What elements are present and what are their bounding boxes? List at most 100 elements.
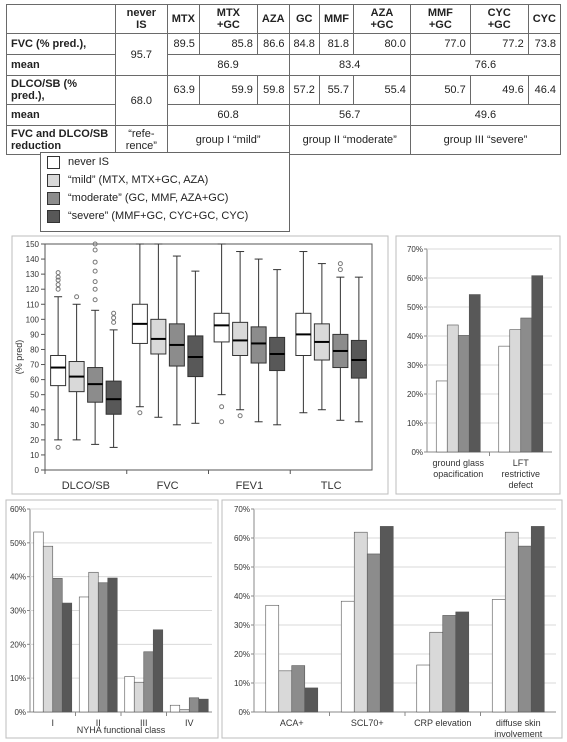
row-label-reduction-line1: FVC and DLCO/SB [11, 128, 109, 140]
y-tick-label: 10% [407, 419, 423, 428]
outlier-point [237, 413, 243, 419]
box-DLCO/SB-0 [50, 270, 67, 450]
y-tick-label: 0% [238, 708, 250, 717]
bar-LFT restrictive defect-3 [531, 275, 544, 453]
outlier-point [92, 259, 98, 265]
legend-label: “mild” (MTX, MTX+GC, AZA) [68, 174, 209, 186]
x-tick-label: II [96, 718, 101, 728]
bar-LFT restrictive defect-2 [520, 317, 533, 453]
bar-III-3 [152, 629, 164, 713]
y-tick-label: 50% [407, 303, 423, 312]
legend: never IS “mild” (MTX, MTX+GC, AZA) “mode… [40, 152, 290, 232]
table-header-cell: AZA +GC [352, 4, 411, 34]
bar-panel-frame-imaging [395, 235, 561, 495]
x-tick-label: defect [508, 480, 533, 490]
table-row-fvc: FVC (% pred.), 95.7 89.5 85.8 86.6 84.8 … [6, 33, 562, 76]
bar-panel-frame-serology [221, 499, 563, 739]
outlier-point [111, 319, 117, 325]
bar-II-2 [97, 582, 109, 713]
outlier-point [74, 294, 80, 300]
x-axis-label: NYHA functional class [77, 725, 166, 735]
x-tick-label: CRP elevation [414, 718, 471, 728]
outlier-point [92, 241, 98, 247]
y-tick-label: 10 [30, 451, 39, 460]
box-DLCO/SB-1 [68, 294, 85, 441]
outlier-point [92, 297, 98, 303]
bar-III-0 [124, 676, 135, 713]
table-cell: 55.4 [352, 75, 411, 105]
boxplot-panel-frame [11, 235, 389, 495]
row-label-reduction-line2: reduction [11, 140, 62, 152]
y-tick-label: 80 [30, 345, 39, 354]
legend-label: “moderate” (GC, MMF, AZA+GC) [68, 192, 229, 204]
x-tick-label: DLCO/SB [62, 480, 110, 492]
y-tick-label: 10% [10, 674, 26, 683]
legend-swatch [47, 209, 60, 223]
y-tick-label: 100 [26, 315, 40, 324]
outlier-point [337, 267, 343, 273]
bar-CRP elevation-3 [455, 611, 470, 713]
bar-diffuse skin involvement-1 [504, 531, 519, 713]
bar-ACA+-0 [265, 604, 280, 713]
bar-SCL70+-1 [353, 531, 368, 713]
x-tick-label: restrictive [501, 469, 540, 479]
table-cell: 84.8 [288, 33, 320, 55]
summary-table: never IS MTX MTX +GC AZA GC MMF AZA +GC … [6, 4, 562, 155]
outlier-point [111, 310, 117, 316]
bar-II-0 [78, 596, 90, 713]
y-tick-label: 120 [26, 285, 40, 294]
y-tick-label: 0 [35, 466, 40, 475]
y-tick-label: 60 [30, 376, 39, 385]
y-tick-label: 40% [407, 332, 423, 341]
bar-diffuse skin involvement-3 [530, 526, 545, 713]
y-tick-label: 60% [407, 274, 423, 283]
bar-ground glass opacification-3 [468, 294, 481, 453]
bar-ACA+-2 [291, 665, 306, 713]
bar-I-3 [61, 602, 73, 713]
legend-item: “severe” (MMF+GC, CYC+GC, CYC) [41, 207, 289, 225]
x-tick-label: FVC [157, 480, 179, 492]
bar-ground glass opacification-2 [457, 335, 470, 453]
x-tick-label: diffuse skin [496, 718, 541, 728]
table-cell: 50.7 [409, 75, 471, 105]
y-tick-label: 30% [234, 621, 250, 630]
y-tick-label: 50% [234, 563, 250, 572]
box-iqr [105, 380, 122, 415]
table-header-cell: MMF [318, 4, 354, 34]
box-FEV1-3 [269, 269, 286, 426]
box-FVC-1 [150, 243, 167, 418]
y-tick-label: 20% [234, 650, 250, 659]
table-header-cell: CYC [527, 4, 562, 34]
table-cell: 55.7 [318, 75, 354, 105]
y-tick-label: 70% [234, 505, 250, 514]
box-TLC-1 [313, 263, 330, 411]
bar-ground glass opacification-0 [435, 380, 448, 453]
legend-item: “mild” (MTX, MTX+GC, AZA) [41, 171, 289, 189]
legend-swatch [47, 191, 60, 205]
bar-IV-2 [188, 697, 200, 713]
group-label-cell: group III “severe” [409, 125, 562, 155]
table-cell: 63.9 [166, 75, 200, 105]
bar-III-2 [143, 651, 154, 713]
bar-ground glass opacification-1 [446, 324, 459, 453]
bar-IV-3 [198, 698, 209, 713]
table-header-cell: AZA [256, 4, 290, 34]
bar-I-2 [52, 578, 63, 713]
legend-label: “severe” (MMF+GC, CYC+GC, CYC) [68, 210, 249, 222]
bar-CRP elevation-0 [416, 664, 431, 713]
x-tick-label: ACA+ [280, 718, 304, 728]
bar-CRP elevation-2 [442, 615, 457, 713]
box-FVC-2 [168, 255, 185, 426]
bar-ACA+-1 [278, 670, 293, 713]
y-tick-label: 30% [10, 607, 26, 616]
y-tick-label: 30% [407, 361, 423, 370]
y-tick-label: 30 [30, 421, 39, 430]
box-DLCO/SB-3 [105, 310, 122, 448]
outlier-point [219, 404, 225, 410]
box-iqr [213, 312, 230, 343]
x-tick-label: opacification [433, 469, 483, 479]
legend-item: never IS [41, 153, 289, 171]
y-tick-label: 0% [14, 708, 26, 717]
y-tick-label: 130 [26, 270, 40, 279]
x-tick-label: SCL70+ [351, 718, 384, 728]
